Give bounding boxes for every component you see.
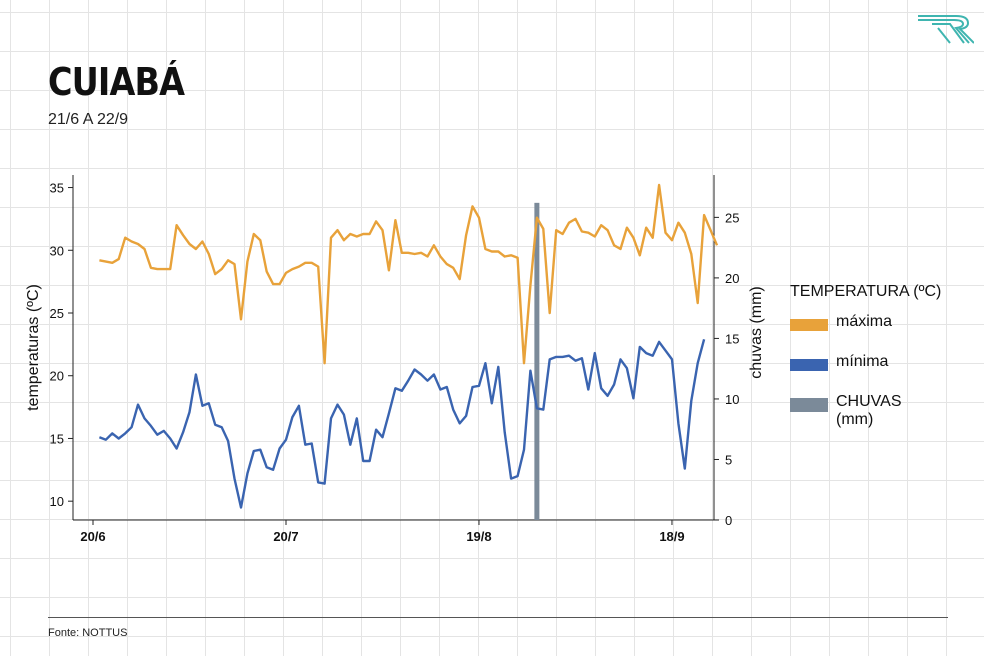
y2-tick-label: 25 [725, 210, 739, 225]
y2-tick-label: 5 [725, 452, 732, 467]
series-line-minima [98, 338, 706, 509]
page-subtitle: 21/6 A 22/9 [48, 111, 129, 128]
rain-bar [534, 202, 540, 520]
x-tick-label: 19/8 [466, 529, 491, 544]
legend-label-minima: mínima [836, 353, 889, 370]
y2-tick-label: 20 [725, 271, 739, 286]
y-tick-label: 25 [50, 306, 64, 321]
x-tick-label: 20/7 [273, 529, 298, 544]
source-note: Fonte: NOTTUS [48, 627, 128, 639]
y-tick-label: 10 [50, 494, 64, 509]
legend-title: TEMPERATURA (ºC) [790, 283, 942, 300]
footer-divider [48, 617, 948, 618]
x-tick-label: 20/6 [80, 529, 105, 544]
brand-logo-icon [918, 15, 974, 44]
y2-tick-label: 15 [725, 331, 739, 346]
legend-swatch-minima [790, 359, 828, 371]
y2-tick-label: 0 [725, 513, 732, 528]
x-tick-label: 18/9 [659, 529, 684, 544]
page-title: CUIABÁ [48, 60, 185, 104]
legend-label-maxima: máxima [836, 313, 893, 330]
y-tick-label: 15 [50, 431, 64, 446]
legend: TEMPERATURA (ºC) máxima mínima CHUVAS (m… [790, 283, 941, 433]
y2-tick-label: 10 [725, 392, 739, 407]
legend-swatch-chuvas [790, 398, 828, 412]
y-tick-label: 20 [50, 369, 64, 384]
legend-item-minima: mínima [790, 353, 941, 393]
y-tick-label: 35 [50, 181, 64, 196]
series-line-maxima [99, 183, 719, 365]
legend-item-chuvas: CHUVAS (mm) [790, 393, 941, 433]
legend-swatch-maxima [790, 319, 828, 331]
y-axis-title: temperaturas (ºC) [25, 284, 42, 411]
legend-item-maxima: máxima [790, 313, 941, 353]
y2-axis-title: chuvas (mm) [748, 286, 765, 378]
legend-label-chuvas: CHUVAS (mm) [836, 393, 902, 428]
y-tick-label: 30 [50, 243, 64, 258]
